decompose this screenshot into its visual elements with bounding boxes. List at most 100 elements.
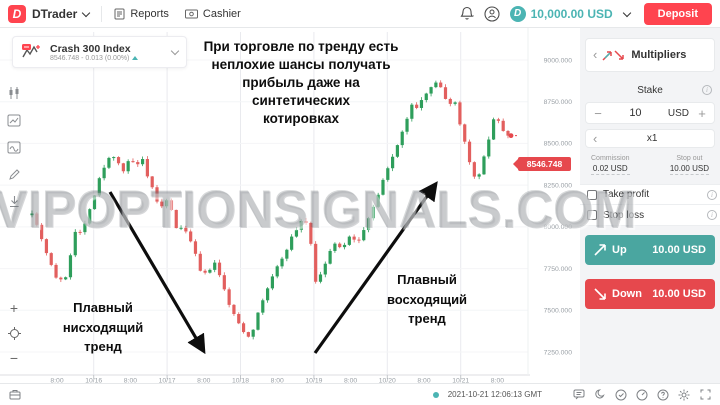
trade-type-label: Multipliers <box>631 49 687 61</box>
deposit-button[interactable]: Deposit <box>643 2 712 25</box>
chevron-down-icon <box>622 8 631 17</box>
stake-label: Stake <box>637 84 663 96</box>
cashier-menu[interactable]: Cashier <box>184 7 241 20</box>
x-axis-tick: 8:00 <box>344 378 357 384</box>
crosshair-icon[interactable] <box>6 325 22 341</box>
server-time: 2021-10-21 12:06:13 GMT <box>447 390 542 399</box>
annotation-downtrend: Плавный нисходящий тренд <box>62 300 144 354</box>
currency-coin-icon: D <box>509 5 526 22</box>
y-axis-tick: 8000.000 <box>544 224 573 231</box>
down-arrow-icon <box>594 288 606 300</box>
x-axis-tick: 8:00 <box>50 378 63 384</box>
symbol-selector[interactable]: Crash 300 Index 8546.748 - 0.013 (0.00%) <box>12 36 187 68</box>
up-label: Up <box>612 244 627 256</box>
trade-panel: ‹ Multipliers Stake i − 10 USD + ‹ x1 Co… <box>580 28 720 383</box>
stop-loss-info-icon[interactable]: i <box>707 210 717 220</box>
check-circle-icon[interactable] <box>615 389 627 401</box>
multiplier-selector[interactable]: ‹ x1 <box>585 129 715 148</box>
stake-info-icon[interactable]: i <box>702 85 712 95</box>
chevron-down-icon <box>170 46 180 56</box>
deriv-logo-icon: D <box>8 4 26 23</box>
stake-input: − 10 USD + <box>585 102 715 124</box>
take-profit-info-icon[interactable]: i <box>707 189 717 200</box>
x-axis-tick: 10/17 <box>159 378 176 384</box>
up-arrow-icon <box>594 244 606 256</box>
commission-value: 0.02 USD <box>591 164 630 175</box>
take-profit-checkbox[interactable] <box>587 189 597 200</box>
symbol-name: Crash 300 Index <box>50 42 131 55</box>
gauge-icon[interactable] <box>636 389 648 401</box>
up-button[interactable]: Up 10.00 USD <box>585 235 715 265</box>
indicators-icon[interactable] <box>5 138 23 156</box>
chart-type-icon[interactable] <box>5 111 23 129</box>
chevron-left-icon: ‹ <box>593 47 598 62</box>
notifications-bell-icon[interactable] <box>460 6 474 21</box>
fullscreen-icon[interactable] <box>699 389 711 401</box>
live-status-icon <box>432 391 439 398</box>
settings-gear-icon[interactable] <box>678 389 690 401</box>
x-axis-tick: 8:00 <box>124 378 137 384</box>
price-chart[interactable]: 8:00 10/16 8:00 10/17 8:00 10/18 8:00 10/19 8:00… <box>0 28 580 383</box>
x-axis-tick: 10/16 <box>85 378 102 384</box>
cashier-label: Cashier <box>202 7 241 20</box>
stop-out-value: 10.00 USD <box>669 164 709 175</box>
platform-name: DTrader <box>32 6 78 21</box>
chart-interval-icon[interactable] <box>5 84 23 102</box>
reports-menu[interactable]: Reports <box>114 8 169 20</box>
chevron-left-icon: ‹ <box>593 130 598 146</box>
platform-switcher[interactable]: DTrader <box>32 6 91 21</box>
chevron-down-icon <box>82 8 91 17</box>
x-axis-tick: 8:00 <box>417 378 430 384</box>
trend-arrow <box>313 181 438 354</box>
help-icon[interactable] <box>657 389 669 401</box>
chart-zoom-controls: + − <box>6 300 22 366</box>
trade-type-selector[interactable]: ‹ Multipliers <box>585 38 715 72</box>
x-axis-tick: 8:00 <box>197 378 210 384</box>
y-axis-tick: 8750.000 <box>544 99 573 106</box>
take-profit-label: Take profit <box>603 189 650 200</box>
reports-label: Reports <box>130 7 169 20</box>
stop-loss-row: Stop loss i <box>580 205 720 226</box>
up-stake-value: 10.00 USD <box>652 244 706 256</box>
stake-increment-button[interactable]: + <box>698 105 706 121</box>
x-axis-tick: 10/19 <box>305 378 322 384</box>
annotation-uptrend: Плавный восходящий тренд <box>386 272 468 326</box>
x-axis-tick: 10/20 <box>379 378 396 384</box>
quote-up-icon <box>132 56 139 60</box>
take-profit-row: Take profit i <box>580 184 720 205</box>
stop-out-label: Stop out <box>676 155 703 162</box>
stake-decrement-button[interactable]: − <box>594 105 602 121</box>
zoom-out-icon[interactable]: − <box>9 350 19 366</box>
account-icon[interactable] <box>484 5 500 22</box>
reports-icon <box>114 8 125 19</box>
portfolio-icon[interactable] <box>9 389 21 401</box>
down-label: Down <box>612 288 642 300</box>
top-bar: D DTrader Reports Cashier D 10,000.00 US… <box>0 0 720 28</box>
y-axis-tick: 7500.000 <box>544 308 573 315</box>
theme-moon-icon[interactable] <box>594 389 606 401</box>
current-price-tag: 8546.748 <box>513 157 571 171</box>
trade-workspace: 8:00 10/16 8:00 10/17 8:00 10/18 8:00 10/19 8:00… <box>0 28 720 383</box>
draw-icon[interactable] <box>5 165 23 183</box>
status-bar: 2021-10-21 12:06:13 GMT <box>0 383 720 405</box>
multipliers-icon <box>602 49 625 61</box>
account-balance[interactable]: D 10,000.00 USD <box>509 5 631 22</box>
chat-icon[interactable] <box>573 389 585 401</box>
stake-value[interactable]: 10 <box>629 107 642 119</box>
multiplier-value: x1 <box>646 133 658 144</box>
chart-toolbar <box>5 84 23 210</box>
x-axis-tick: 10/21 <box>452 378 469 384</box>
fees-info: Commission 0.02 USD Stop out 10.00 USD <box>585 155 715 175</box>
down-stake-value: 10.00 USD <box>652 288 706 300</box>
download-icon[interactable] <box>5 192 23 210</box>
cashier-icon <box>184 9 198 18</box>
y-axis-tick: 7250.000 <box>544 349 573 356</box>
commission-label: Commission <box>591 155 630 162</box>
stop-loss-checkbox[interactable] <box>587 210 597 220</box>
zoom-in-icon[interactable]: + <box>9 300 19 316</box>
y-axis-tick: 8500.000 <box>544 141 573 148</box>
down-button[interactable]: Down 10.00 USD <box>585 279 715 309</box>
balance-amount: 10,000.00 USD <box>530 6 613 21</box>
y-axis-tick: 8250.000 <box>544 182 573 189</box>
y-axis-tick: 7750.000 <box>544 266 573 273</box>
